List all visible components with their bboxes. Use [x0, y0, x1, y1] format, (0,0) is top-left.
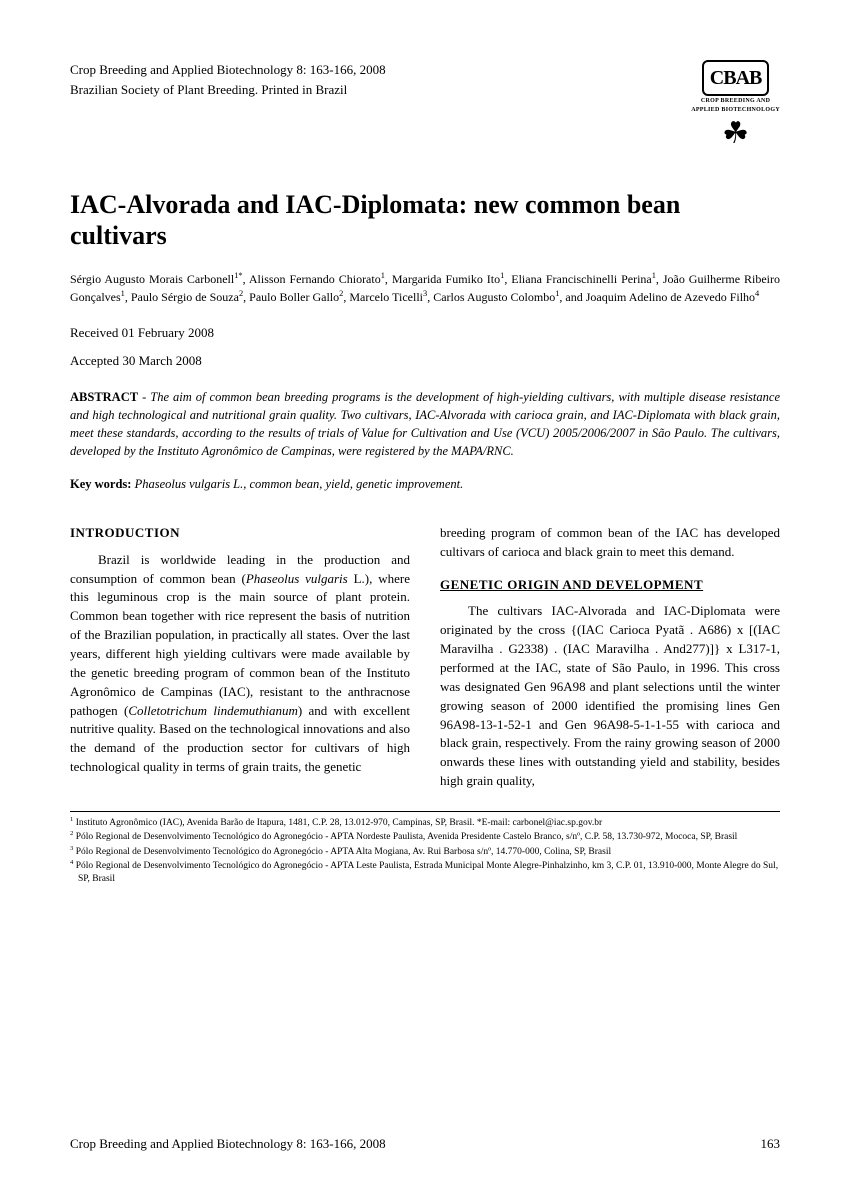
society-line: Brazilian Society of Plant Breeding. Pri…: [70, 80, 386, 100]
genetic-heading: GENETIC ORIGIN AND DEVELOPMENT: [440, 576, 780, 595]
keywords-label: Key words:: [70, 477, 131, 491]
journal-logo: CBAB CROP BREEDING AND APPLIED BIOTECHNO…: [691, 60, 780, 149]
footnote-3: 3 Pólo Regional de Desenvolvimento Tecno…: [70, 845, 780, 859]
page-footer: Crop Breeding and Applied Biotechnology …: [70, 1135, 780, 1153]
citation-line: Crop Breeding and Applied Biotechnology …: [70, 60, 386, 80]
header-meta: Crop Breeding and Applied Biotechnology …: [70, 60, 386, 99]
footnote-2: 2 Pólo Regional de Desenvolvimento Tecno…: [70, 830, 780, 844]
column-left: INTRODUCTION Brazil is worldwide leading…: [70, 524, 410, 791]
logo-subtitle-2: APPLIED BIOTECHNOLOGY: [691, 107, 780, 114]
abstract-block: ABSTRACT - The aim of common bean breedi…: [70, 388, 780, 461]
abstract-label: ABSTRACT: [70, 390, 138, 404]
logo-text: CBAB: [702, 60, 770, 96]
intro-heading: INTRODUCTION: [70, 524, 410, 543]
footnote-1: 1 Instituto Agronômico (IAC), Avenida Ba…: [70, 816, 780, 830]
footnotes-block: 1 Instituto Agronômico (IAC), Avenida Ba…: [70, 811, 780, 885]
accepted-date: Accepted 30 March 2008: [70, 352, 780, 370]
footnote-4: 4 Pólo Regional de Desenvolvimento Tecno…: [70, 859, 780, 885]
author-list: Sérgio Augusto Morais Carbonell1*, Aliss…: [70, 270, 780, 306]
column-right: breeding program of common bean of the I…: [440, 524, 780, 791]
page-number: 163: [761, 1135, 781, 1153]
footer-citation: Crop Breeding and Applied Biotechnology …: [70, 1135, 386, 1153]
intro-paragraph: Brazil is worldwide leading in the produ…: [70, 551, 410, 777]
body-columns: INTRODUCTION Brazil is worldwide leading…: [70, 524, 780, 791]
keywords-block: Key words: Phaseolus vulgaris L., common…: [70, 476, 780, 494]
page-header: Crop Breeding and Applied Biotechnology …: [70, 60, 780, 149]
keywords-text: Phaseolus vulgaris L., common bean, yiel…: [131, 477, 463, 491]
intro-continuation: breeding program of common bean of the I…: [440, 524, 780, 562]
genetic-paragraph: The cultivars IAC-Alvorada and IAC-Diplo…: [440, 602, 780, 790]
clover-icon: ☘: [691, 119, 780, 149]
logo-subtitle-1: CROP BREEDING AND: [691, 98, 780, 105]
received-date: Received 01 February 2008: [70, 324, 780, 342]
article-title: IAC-Alvorada and IAC-Diplomata: new comm…: [70, 189, 780, 251]
abstract-text: - The aim of common bean breeding progra…: [70, 390, 780, 458]
